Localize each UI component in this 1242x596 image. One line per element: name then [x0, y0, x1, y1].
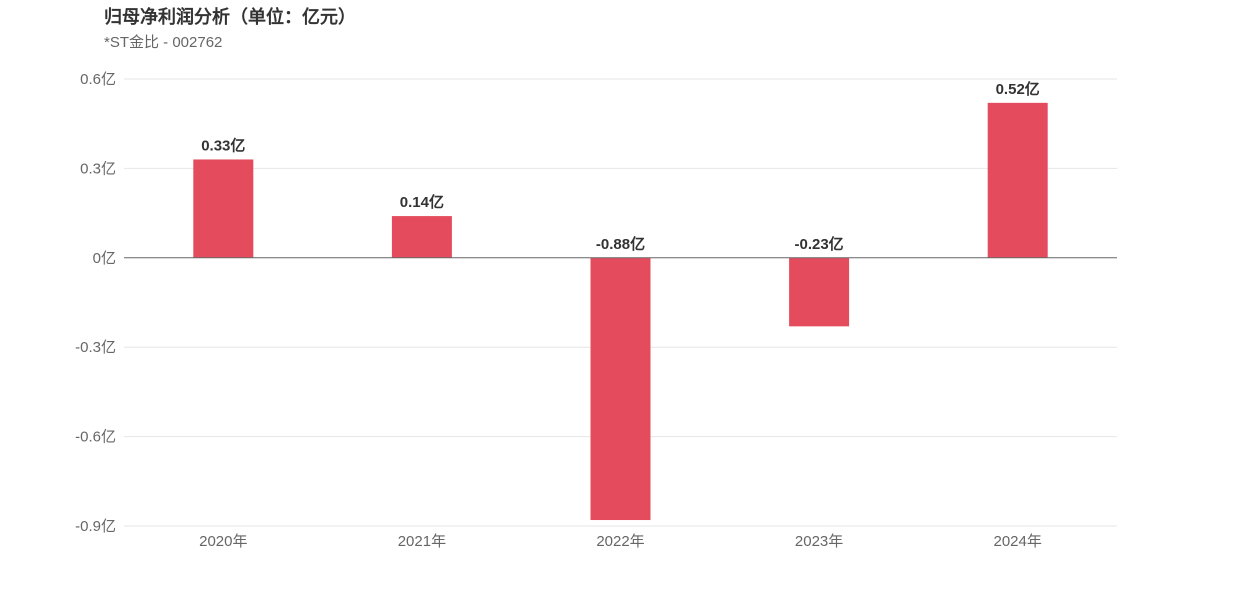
y-axis-tick-labels: 0.6亿 0.3亿 0亿 -0.3亿 -0.6亿 -0.9亿 [75, 71, 116, 535]
bar-2022年 [590, 257, 651, 521]
bar-data-label: 0.33亿 [201, 136, 245, 154]
y-tick-label: 0.6亿 [80, 71, 116, 88]
bar-data-labels: 0.33亿 0.14亿 -0.88亿 -0.23亿 0.52亿 [201, 80, 1040, 253]
bar-2020年 [193, 159, 254, 258]
chart-subtitle: *ST金比 - 002762 [104, 34, 223, 51]
x-tick-label: 2020年 [199, 533, 247, 550]
y-tick-label: 0亿 [93, 250, 116, 267]
y-tick-label: -0.3亿 [75, 339, 116, 356]
bar-2021年 [391, 216, 452, 258]
bar-data-label: -0.88亿 [596, 235, 645, 253]
chart-title: 归母净利润分析（单位：亿元） [104, 7, 356, 27]
bar-data-label: 0.52亿 [996, 80, 1040, 98]
bar-data-label: 0.14亿 [400, 193, 444, 211]
bar-2024年 [987, 102, 1048, 258]
bar-data-label: -0.23亿 [794, 235, 843, 253]
y-tick-label: -0.6亿 [75, 429, 116, 446]
x-tick-label: 2024年 [994, 533, 1042, 550]
bars [193, 102, 1048, 521]
x-tick-label: 2021年 [398, 533, 446, 550]
bar-2023年 [789, 257, 850, 327]
y-tick-label: 0.3亿 [80, 160, 116, 177]
y-tick-label: -0.9亿 [75, 518, 116, 535]
x-tick-label: 2022年 [596, 533, 644, 550]
x-axis-tick-labels: 2020年 2021年 2022年 2023年 2024年 [199, 533, 1042, 550]
x-tick-label: 2023年 [795, 533, 843, 550]
